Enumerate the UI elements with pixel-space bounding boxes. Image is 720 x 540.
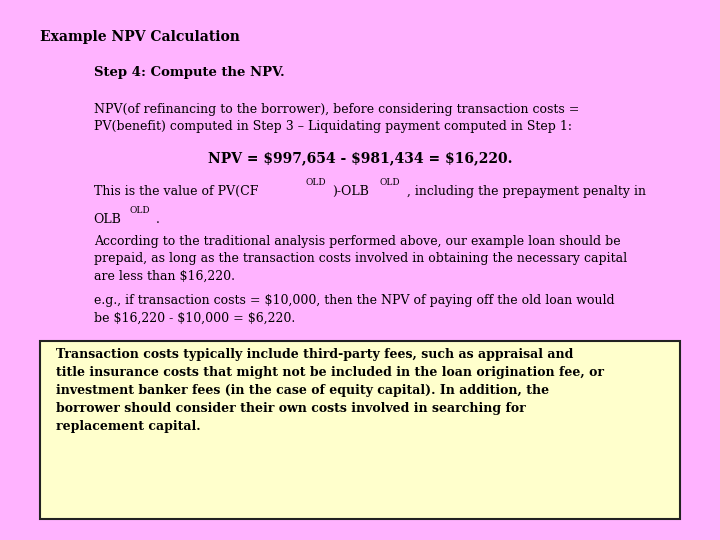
Text: )-OLB: )-OLB [333,185,369,198]
Text: OLD: OLD [130,206,150,215]
Text: e.g., if transaction costs = $10,000, then the NPV of paying off the old loan wo: e.g., if transaction costs = $10,000, th… [94,294,614,325]
Text: OLD: OLD [380,178,400,187]
Text: Example NPV Calculation: Example NPV Calculation [40,30,240,44]
Text: .: . [156,213,160,226]
Text: Step 4: Compute the NPV.: Step 4: Compute the NPV. [94,66,284,79]
Text: This is the value of PV(CF: This is the value of PV(CF [94,185,258,198]
Text: OLB: OLB [94,213,122,226]
Text: According to the traditional analysis performed above, our example loan should b: According to the traditional analysis pe… [94,235,626,283]
Text: NPV = $997,654 - $981,434 = $16,220.: NPV = $997,654 - $981,434 = $16,220. [208,151,512,165]
Text: NPV(of refinancing to the borrower), before considering transaction costs =
PV(b: NPV(of refinancing to the borrower), bef… [94,103,579,133]
Text: , including the prepayment penalty in: , including the prepayment penalty in [407,185,646,198]
Text: OLD: OLD [306,178,326,187]
FancyBboxPatch shape [40,341,680,519]
Text: Transaction costs typically include third-party fees, such as appraisal and
titl: Transaction costs typically include thir… [56,348,604,433]
